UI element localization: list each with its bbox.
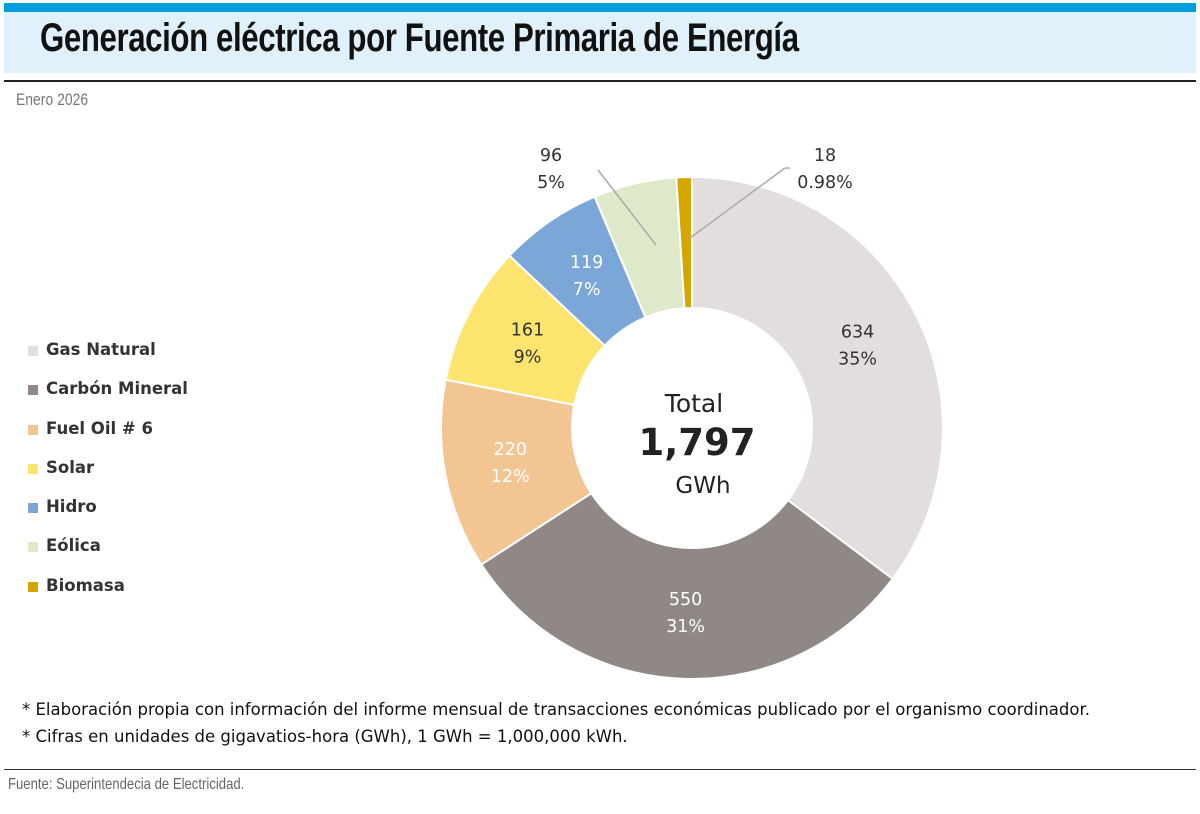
data-label-percent: 12% — [491, 467, 530, 487]
legend-item: Hidro — [28, 497, 188, 536]
legend-label: Solar — [46, 457, 95, 477]
source-note: Fuente: Superintendecia de Electricidad. — [8, 776, 245, 793]
page-title: Generación eléctrica por Fuente Primaria… — [40, 16, 799, 60]
legend-label: Gas Natural — [46, 340, 156, 359]
data-label-percent: 35% — [838, 349, 877, 369]
legend-swatch — [28, 503, 38, 514]
data-label-percent: 5% — [537, 173, 565, 193]
data-label-value: 220 — [494, 440, 527, 460]
legend-swatch — [28, 385, 38, 396]
legend: Gas Natural Carbón Mineral Fuel Oil # 6 Sol… — [28, 340, 188, 615]
data-label-percent: 31% — [666, 617, 705, 637]
legend-item: Biomasa — [28, 576, 188, 615]
divider — [4, 769, 1196, 770]
data-label-percent: 0.98% — [797, 173, 853, 193]
subtitle: Enero 2026 — [16, 90, 89, 109]
center-unit: GWh — [675, 473, 730, 499]
data-label-value: 96 — [540, 146, 562, 166]
legend-label: Carbón Mineral — [46, 379, 188, 399]
data-label-value: 550 — [669, 590, 702, 610]
center-total-value: 1,797 — [638, 421, 755, 464]
legend-item: Eólica — [28, 536, 188, 575]
data-label-value: 634 — [841, 322, 874, 342]
data-label-percent: 9% — [514, 347, 542, 367]
data-label-value: 161 — [511, 320, 544, 340]
title-band — [4, 12, 1196, 73]
slice-carb-n-mineral — [479, 491, 895, 680]
legend-label: Eólica — [46, 536, 101, 556]
legend-swatch — [28, 581, 38, 592]
footnote-2: * Cifras en unidades de gigavatios-hora … — [22, 727, 628, 746]
legend-label: Biomasa — [46, 575, 125, 595]
data-label-value: 18 — [814, 146, 836, 166]
center-label-total: Total — [664, 389, 723, 418]
legend-label: Fuel Oil # 6 — [46, 418, 153, 438]
divider — [4, 80, 1196, 82]
legend-swatch — [28, 346, 38, 356]
legend-swatch — [28, 424, 38, 435]
footnote-1: * Elaboración propia con información del… — [22, 700, 1090, 719]
legend-item: Solar — [28, 458, 188, 497]
slice-gas-natural — [691, 175, 944, 581]
leader-line — [597, 169, 657, 246]
data-label-percent: 7% — [573, 280, 601, 300]
slice-biomasa — [675, 175, 693, 310]
legend-label: Hidro — [46, 497, 97, 517]
legend-item: Carbón Mineral — [28, 379, 188, 418]
legend-swatch — [28, 542, 38, 553]
legend-item: Fuel Oil # 6 — [28, 419, 188, 458]
leader-line — [689, 167, 786, 239]
data-label-value: 119 — [570, 253, 603, 273]
legend-swatch — [28, 463, 38, 474]
legend-item: Gas Natural — [28, 340, 188, 379]
header-accent-bar — [4, 3, 1196, 12]
